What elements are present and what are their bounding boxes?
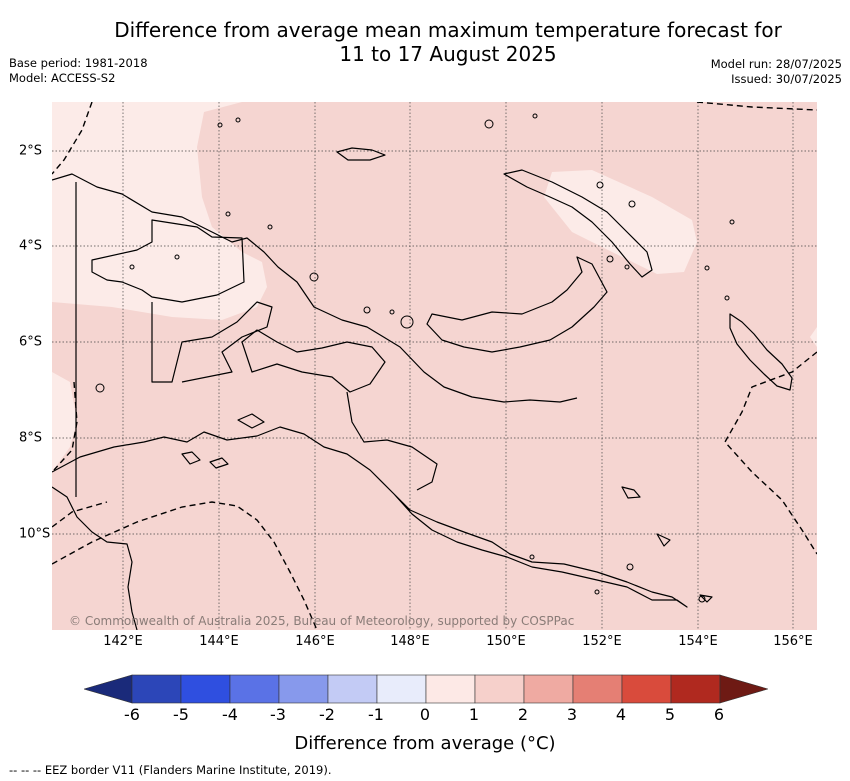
colorbar-tick: 1 xyxy=(468,705,480,724)
base-period: Base period: 1981-2018 xyxy=(9,56,148,70)
anomaly-field-light-southwest xyxy=(52,372,77,472)
colorbar-tick: -4 xyxy=(222,705,238,724)
forecast-map xyxy=(52,102,817,630)
provincial-border-sepik xyxy=(91,219,245,303)
meta-left: Base period: 1981-2018 Model: ACCESS-S2 xyxy=(9,56,148,86)
colorbar-cell xyxy=(84,674,133,704)
new-ireland-island xyxy=(503,169,653,278)
colorbar-cell xyxy=(425,674,476,704)
colorbar-title: Difference from average (°C) xyxy=(294,733,556,754)
torres-islands xyxy=(181,413,265,469)
lon-label: 154°E xyxy=(678,634,718,649)
coastlines xyxy=(52,147,793,630)
colorbar-tick: -1 xyxy=(368,705,384,724)
colorbar-cell xyxy=(621,674,672,704)
colorbar-cell xyxy=(572,674,623,704)
colorbar-tick: 3 xyxy=(566,705,578,724)
anomaly-field-light-west xyxy=(52,102,267,320)
lat-label: 6°S xyxy=(19,334,43,350)
provincial-border-western xyxy=(151,301,273,383)
colorbar-tick: 0 xyxy=(419,705,431,724)
lon-label: 150°E xyxy=(486,634,526,649)
lon-label: 142°E xyxy=(103,634,143,649)
colorbar-tick: 6 xyxy=(713,705,725,724)
meta-right: Model run: 28/07/2025 Issued: 30/07/2025 xyxy=(711,57,842,87)
lon-label: 152°E xyxy=(582,634,622,649)
model-run: Model run: 28/07/2025 xyxy=(710,57,842,71)
colorbar-cell xyxy=(523,674,574,704)
bougainville-island xyxy=(729,313,793,391)
provincial-border-gulf xyxy=(346,391,438,491)
colorbar-tick: -2 xyxy=(319,705,335,724)
title-line-2: 11 to 17 August 2025 xyxy=(339,42,557,66)
colorbar-cells xyxy=(84,674,768,704)
colorbar-cell xyxy=(229,674,280,704)
lat-label: 4°S xyxy=(19,238,43,254)
lon-label: 144°E xyxy=(199,634,239,649)
lat-label: 10°S xyxy=(19,526,51,542)
copyright-credit: © Commonwealth of Australia 2025, Bureau… xyxy=(69,614,575,628)
new-guinea-mainland-north-coast xyxy=(52,173,578,403)
colorbar-cell xyxy=(278,674,329,704)
title-line-1: Difference from average mean maximum tem… xyxy=(114,18,782,42)
graticule xyxy=(52,102,817,630)
anomaly-field-light-newireland xyxy=(544,170,697,274)
colorbar xyxy=(84,674,768,704)
provincial-border-highlands xyxy=(241,329,386,393)
colorbar-tick: 4 xyxy=(615,705,627,724)
colorbar-tick: -6 xyxy=(124,705,140,724)
cape-york-peninsula xyxy=(52,486,138,630)
eez-legend: -- -- -- EEZ border V11 (Flanders Marine… xyxy=(9,763,332,777)
colorbar-tick: 5 xyxy=(664,705,676,724)
map-title: Difference from average mean maximum tem… xyxy=(60,18,836,66)
colorbar-cell xyxy=(670,674,721,704)
lon-label: 156°E xyxy=(773,634,813,649)
colorbar-cell xyxy=(180,674,231,704)
lat-label: 2°S xyxy=(19,143,43,159)
lon-label: 148°E xyxy=(390,634,430,649)
colorbar-tick: 2 xyxy=(517,705,529,724)
colorbar-cell xyxy=(131,674,182,704)
colorbar-cell xyxy=(327,674,378,704)
manus-island xyxy=(336,147,386,161)
new-britain-island xyxy=(426,256,608,353)
trobriand-islands xyxy=(621,486,713,603)
colorbar-tick: -5 xyxy=(173,705,189,724)
model-name: Model: ACCESS-S2 xyxy=(9,71,116,85)
new-guinea-south-coast xyxy=(52,426,688,608)
lat-label: 8°S xyxy=(19,430,43,446)
colorbar-tick: -3 xyxy=(270,705,286,724)
colorbar-cell xyxy=(719,674,768,704)
colorbar-cell xyxy=(474,674,525,704)
colorbar-cell xyxy=(376,674,427,704)
small-islands xyxy=(95,113,735,603)
issued-date: Issued: 30/07/2025 xyxy=(731,72,842,86)
lon-label: 146°E xyxy=(295,634,335,649)
